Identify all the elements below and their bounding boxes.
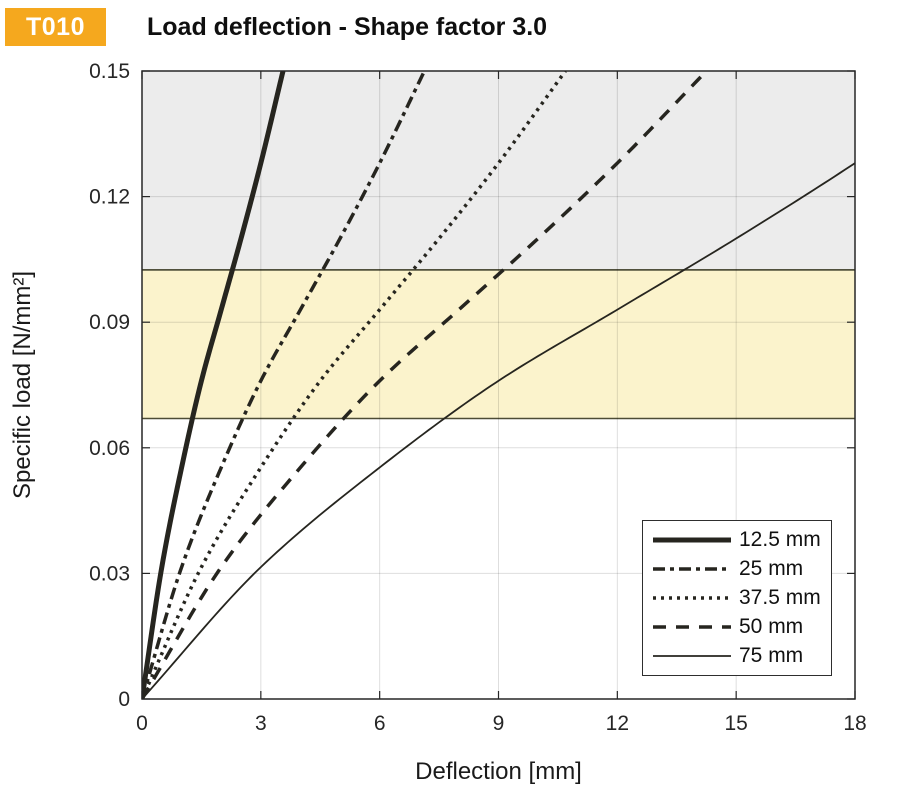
legend-label: 25 mm [739, 557, 804, 581]
legend-item: 75 mm [653, 642, 821, 669]
curve-12.5mm [142, 71, 286, 699]
x-tick-label: 6 [374, 712, 386, 735]
legend-label: 50 mm [739, 614, 804, 638]
y-tick-label: 0.06 [89, 437, 130, 460]
x-tick-label: 15 [724, 712, 747, 735]
shaded-bands [142, 71, 855, 420]
x-tick-label: 12 [606, 712, 629, 735]
y-tick-label: 0.03 [89, 562, 130, 585]
y-tick-label: 0.12 [89, 186, 130, 209]
legend-item: 25 mm [653, 556, 821, 583]
x-tick-label: 3 [255, 712, 267, 735]
legend-line-sample [653, 537, 731, 543]
x-tick-label: 0 [136, 712, 148, 735]
tick-labels: 0 3 6 9 12 15 18 0 0.03 0.06 0.09 0.12 0.15 [89, 60, 867, 735]
legend-label: 37.5 mm [739, 585, 821, 609]
axis-ticks [141, 70, 856, 700]
y-axis-label: Specific load [N/mm²] [9, 271, 36, 499]
y-tick-label: 0.09 [89, 311, 130, 334]
x-tick-label: 9 [493, 712, 505, 735]
legend-item: 12.5 mm [653, 527, 821, 554]
legend-item: 37.5 mm [653, 584, 821, 611]
legend-label: 75 mm [739, 643, 804, 667]
curve-75mm [142, 162, 855, 699]
y-tick-label: 0.15 [89, 60, 130, 83]
curve-50mm [142, 71, 708, 699]
curve-37.5mm [142, 71, 567, 699]
legend-item: 50 mm [653, 613, 821, 640]
legend-line-sample [653, 596, 731, 600]
x-tick-label: 18 [843, 712, 866, 735]
recommended-yellow-band [142, 269, 855, 419]
chart-code-badge: T010 [5, 8, 106, 46]
legend: 12.5 mm 25 mm 37.5 mm 50 mm 75 mm [642, 520, 832, 676]
curve-25mm [142, 71, 427, 699]
legend-label: 12.5 mm [739, 528, 821, 552]
y-tick-label: 0 [118, 688, 130, 711]
legend-line-sample [653, 654, 731, 657]
legend-line-sample [653, 567, 731, 571]
curves [142, 71, 855, 699]
chart-title: Load deflection - Shape factor 3.0 [147, 13, 548, 41]
x-axis-label: Deflection [mm] [415, 758, 582, 785]
legend-line-sample [653, 625, 731, 629]
